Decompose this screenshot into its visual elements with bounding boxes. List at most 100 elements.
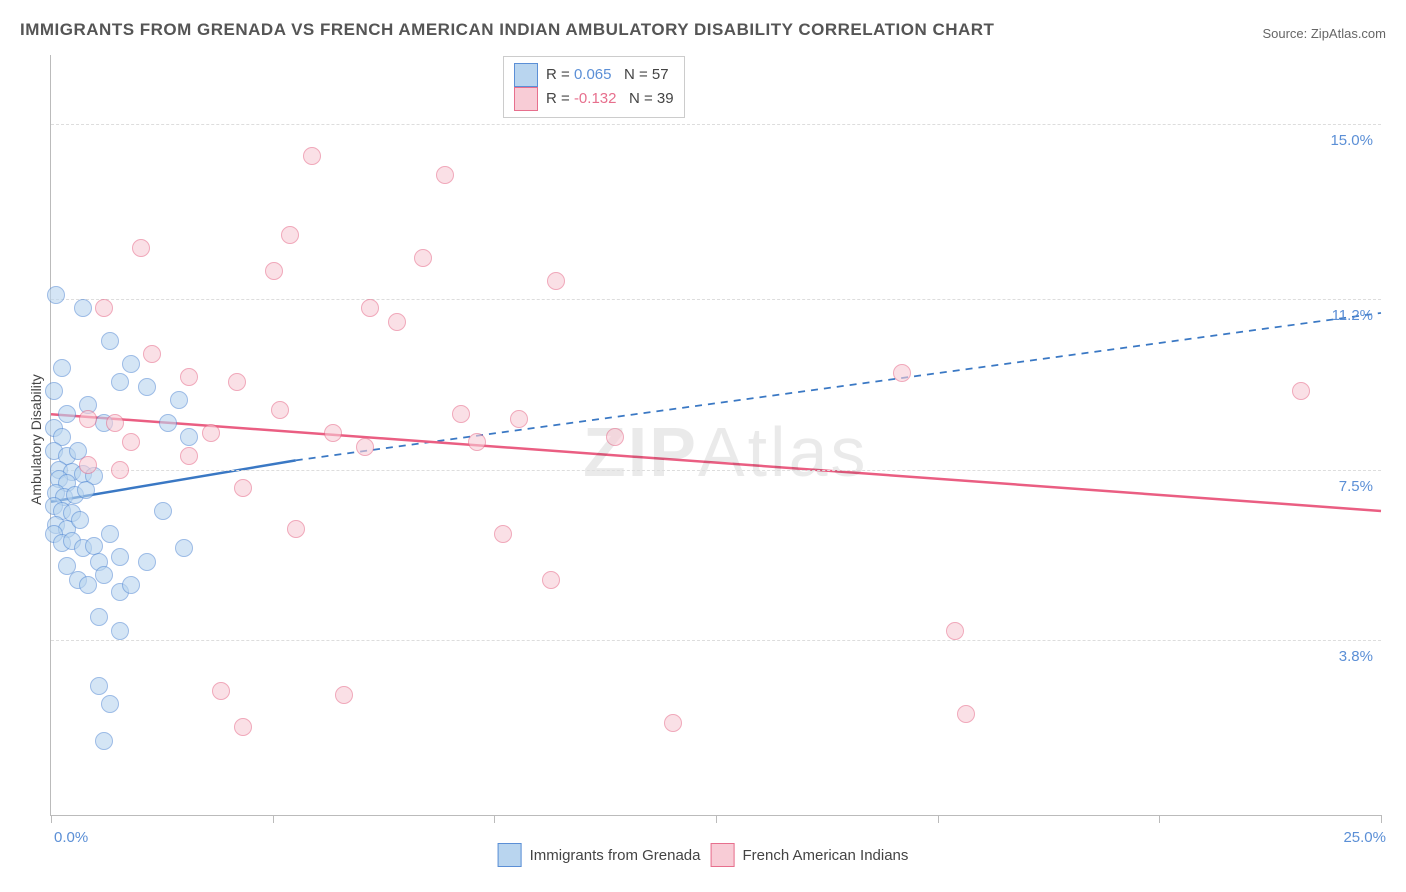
data-point bbox=[154, 502, 172, 520]
data-point bbox=[271, 401, 289, 419]
data-point bbox=[202, 424, 220, 442]
data-point bbox=[95, 299, 113, 317]
y-tick-label: 3.8% bbox=[1339, 648, 1373, 665]
gridline bbox=[51, 640, 1381, 641]
data-point bbox=[303, 147, 321, 165]
data-point bbox=[74, 299, 92, 317]
data-point bbox=[356, 438, 374, 456]
data-point bbox=[606, 428, 624, 446]
data-point bbox=[101, 525, 119, 543]
data-point bbox=[1292, 382, 1310, 400]
data-point bbox=[122, 433, 140, 451]
data-point bbox=[436, 166, 454, 184]
x-tick bbox=[1381, 815, 1382, 823]
data-point bbox=[132, 239, 150, 257]
data-point bbox=[324, 424, 342, 442]
gridline bbox=[51, 299, 1381, 300]
x-min-label: 0.0% bbox=[54, 829, 88, 846]
legend-item: French American Indians bbox=[710, 843, 908, 867]
data-point bbox=[287, 520, 305, 538]
legend-swatch bbox=[514, 63, 538, 87]
legend-swatch bbox=[498, 843, 522, 867]
data-point bbox=[468, 433, 486, 451]
data-point bbox=[122, 576, 140, 594]
data-point bbox=[946, 622, 964, 640]
gridline bbox=[51, 124, 1381, 125]
gridline bbox=[51, 470, 1381, 471]
data-point bbox=[111, 622, 129, 640]
watermark: ZIPAtlas bbox=[583, 412, 869, 492]
data-point bbox=[106, 414, 124, 432]
x-tick bbox=[273, 815, 274, 823]
data-point bbox=[180, 368, 198, 386]
y-tick-label: 11.2% bbox=[1332, 307, 1373, 324]
data-point bbox=[101, 695, 119, 713]
legend-text: R = -0.132 N = 39 bbox=[546, 88, 674, 110]
legend-label: French American Indians bbox=[742, 847, 908, 864]
data-point bbox=[547, 272, 565, 290]
legend-label: Immigrants from Grenada bbox=[530, 847, 701, 864]
data-point bbox=[90, 677, 108, 695]
data-point bbox=[452, 405, 470, 423]
plot-area: ZIPAtlas R = 0.065 N = 57R = -0.132 N = … bbox=[50, 55, 1381, 816]
data-point bbox=[234, 479, 252, 497]
legend-item: Immigrants from Grenada bbox=[498, 843, 701, 867]
data-point bbox=[159, 414, 177, 432]
data-point bbox=[542, 571, 560, 589]
legend-swatch bbox=[514, 87, 538, 111]
data-point bbox=[170, 391, 188, 409]
legend-row: R = 0.065 N = 57 bbox=[514, 63, 674, 87]
data-point bbox=[111, 373, 129, 391]
data-point bbox=[90, 608, 108, 626]
data-point bbox=[77, 481, 95, 499]
data-point bbox=[234, 718, 252, 736]
data-point bbox=[957, 705, 975, 723]
data-point bbox=[122, 355, 140, 373]
legend-correlation: R = 0.065 N = 57R = -0.132 N = 39 bbox=[503, 56, 685, 118]
data-point bbox=[95, 732, 113, 750]
data-point bbox=[143, 345, 161, 363]
data-point bbox=[138, 378, 156, 396]
data-point bbox=[47, 286, 65, 304]
data-point bbox=[265, 262, 283, 280]
data-point bbox=[494, 525, 512, 543]
data-point bbox=[95, 566, 113, 584]
data-point bbox=[388, 313, 406, 331]
data-point bbox=[212, 682, 230, 700]
x-tick bbox=[1159, 815, 1160, 823]
legend-series: Immigrants from Grenada French American I… bbox=[498, 843, 909, 867]
data-point bbox=[510, 410, 528, 428]
trend-lines-svg bbox=[51, 55, 1381, 815]
data-point bbox=[335, 686, 353, 704]
chart-title: IMMIGRANTS FROM GRENADA VS FRENCH AMERIC… bbox=[20, 20, 994, 40]
x-max-label: 25.0% bbox=[1343, 829, 1386, 846]
data-point bbox=[85, 537, 103, 555]
x-tick bbox=[938, 815, 939, 823]
data-point bbox=[175, 539, 193, 557]
data-point bbox=[414, 249, 432, 267]
data-point bbox=[101, 332, 119, 350]
legend-swatch bbox=[710, 843, 734, 867]
data-point bbox=[111, 461, 129, 479]
legend-text: R = 0.065 N = 57 bbox=[546, 64, 669, 86]
data-point bbox=[71, 511, 89, 529]
x-tick bbox=[494, 815, 495, 823]
data-point bbox=[58, 405, 76, 423]
data-point bbox=[138, 553, 156, 571]
data-point bbox=[45, 382, 63, 400]
data-point bbox=[893, 364, 911, 382]
y-tick-label: 15.0% bbox=[1330, 132, 1373, 149]
x-tick bbox=[51, 815, 52, 823]
data-point bbox=[664, 714, 682, 732]
data-point bbox=[79, 576, 97, 594]
legend-row: R = -0.132 N = 39 bbox=[514, 87, 674, 111]
data-point bbox=[111, 548, 129, 566]
data-point bbox=[281, 226, 299, 244]
data-point bbox=[180, 447, 198, 465]
y-tick-label: 7.5% bbox=[1339, 478, 1373, 495]
source-attribution: Source: ZipAtlas.com bbox=[1262, 26, 1386, 41]
data-point bbox=[228, 373, 246, 391]
data-point bbox=[53, 359, 71, 377]
data-point bbox=[180, 428, 198, 446]
y-axis-label: Ambulatory Disability bbox=[28, 374, 44, 505]
